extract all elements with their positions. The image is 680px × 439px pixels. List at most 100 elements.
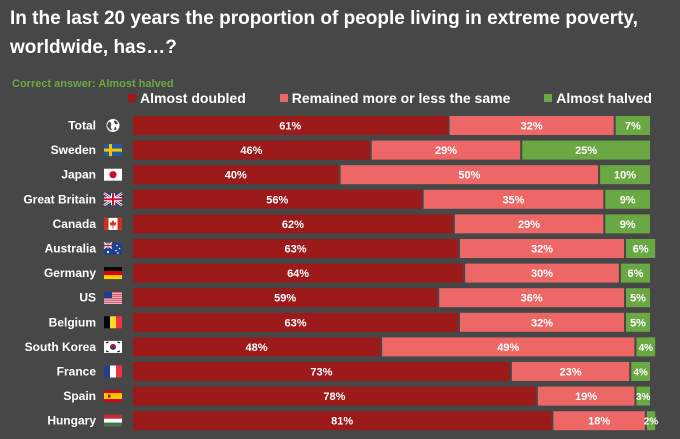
bar-segment — [133, 140, 370, 160]
uk-flag-icon — [103, 192, 123, 207]
chart-row: Japan 40% 50% 10% — [61, 165, 650, 185]
legend-swatch-almost-doubled — [128, 94, 136, 102]
bar-segment — [133, 362, 510, 381]
bar-segment — [626, 312, 650, 332]
category-label: Hungary — [47, 414, 96, 428]
bar-segment — [605, 214, 650, 234]
chart-row: South Korea 48% 49% 4% — [25, 337, 656, 357]
data-label: 10% — [614, 170, 636, 182]
bar-segment — [133, 165, 339, 185]
belgium-flag-icon — [104, 316, 122, 329]
data-label: 48% — [246, 342, 268, 354]
bar-segment — [459, 312, 625, 332]
bar-segment — [511, 362, 630, 381]
category-label: Belgium — [49, 315, 96, 329]
category-label: South Korea — [25, 340, 97, 354]
category-label: Germany — [44, 266, 96, 280]
data-label: 6% — [627, 268, 643, 280]
bar-segment — [439, 288, 625, 308]
data-label: 36% — [521, 293, 543, 305]
legend-label-remained-same: Remained more or less the same — [291, 90, 511, 106]
data-label: 18% — [588, 416, 610, 428]
category-label: Japan — [61, 168, 96, 182]
data-label: 61% — [279, 121, 301, 133]
data-label: 62% — [282, 219, 304, 231]
data-label: 23% — [560, 367, 582, 379]
chart-title: In the last 20 years the proportion of p… — [10, 8, 638, 58]
legend-swatch-almost-halved — [544, 94, 553, 102]
data-label: 5% — [630, 317, 646, 329]
category-label: Sweden — [51, 143, 96, 157]
bar-segment — [636, 386, 650, 406]
bar-segment — [133, 239, 458, 258]
chart-row: Hungary 81% 18% 2% — [47, 411, 659, 431]
chart-row: Sweden 46% 29% 25% — [51, 140, 650, 160]
bar-segment — [646, 411, 656, 431]
hungary-flag-icon — [104, 414, 122, 427]
data-label: 73% — [310, 367, 332, 379]
bar-segment — [620, 263, 650, 283]
category-label: France — [57, 365, 97, 379]
bar-segment — [133, 312, 458, 332]
japan-flag-icon — [104, 168, 122, 181]
chart-row: US 59% 36% 5% — [79, 288, 650, 308]
correct-answer-note: Correct answer: Almost halved — [12, 78, 174, 90]
data-label: 9% — [620, 194, 636, 206]
data-label: 46% — [240, 145, 262, 157]
data-label: 49% — [497, 342, 519, 354]
data-label: 2% — [644, 417, 659, 428]
france-flag-icon — [104, 365, 122, 378]
bar-segment — [615, 116, 650, 135]
bar-segment — [626, 239, 656, 258]
bar-segment — [636, 337, 656, 357]
data-label: 56% — [266, 194, 288, 206]
chart-row: Germany 64% 30% 6% — [44, 263, 650, 283]
category-label: Australia — [45, 242, 97, 256]
data-label: 59% — [274, 293, 296, 305]
bar-segment — [133, 263, 464, 283]
germany-flag-icon — [104, 267, 122, 280]
bar-segment — [133, 214, 453, 234]
bar-segment — [459, 239, 625, 258]
data-label: 63% — [284, 244, 306, 256]
legend-item-almost-halved: Almost halved — [544, 90, 652, 106]
data-label: 32% — [531, 317, 553, 329]
bar-segment — [449, 116, 614, 135]
bar-segment — [626, 288, 650, 308]
chart-row: Canada 62% 29% 9% — [53, 214, 650, 234]
data-label: 4% — [633, 368, 648, 379]
category-label: Spain — [63, 389, 96, 403]
chart-row: France 73% 23% 4% — [57, 362, 650, 381]
bar-segment — [600, 165, 650, 185]
spain-flag-icon — [104, 390, 122, 403]
data-label: 9% — [620, 219, 636, 231]
bar-segment — [133, 386, 536, 406]
data-label: 29% — [435, 145, 457, 157]
chart-row: Great Britain 56% 35% 9% — [23, 189, 650, 209]
bar-segment — [133, 288, 438, 308]
bar-segment — [631, 362, 650, 381]
sweden-flag-icon — [104, 144, 122, 157]
data-label: 29% — [518, 219, 540, 231]
bar-segment — [133, 411, 552, 431]
bar-segment — [522, 140, 650, 160]
chart-row: Spain 78% 19% 3% — [63, 386, 651, 406]
data-label: 19% — [575, 391, 597, 403]
legend-item-remained-same: Remained more or less the same — [279, 90, 511, 106]
chart-row: Belgium 63% 32% 5% — [49, 312, 650, 332]
south-korea-flag-icon — [104, 340, 122, 353]
globe-icon — [106, 119, 120, 132]
chart-row: Total 61% 32% 7% — [68, 116, 650, 135]
bar-segment — [133, 189, 422, 209]
us-flag-icon — [104, 291, 122, 304]
bar-segment — [605, 189, 650, 209]
bar-segment — [465, 263, 619, 283]
legend-label-almost-doubled: Almost doubled — [140, 90, 246, 106]
category-label: US — [79, 291, 96, 305]
data-label: 6% — [633, 244, 649, 256]
canada-flag-icon — [104, 217, 122, 230]
legend-label-almost-halved: Almost halved — [556, 90, 652, 106]
legend-swatch-remained-same — [279, 94, 288, 102]
data-label: 40% — [225, 170, 247, 182]
